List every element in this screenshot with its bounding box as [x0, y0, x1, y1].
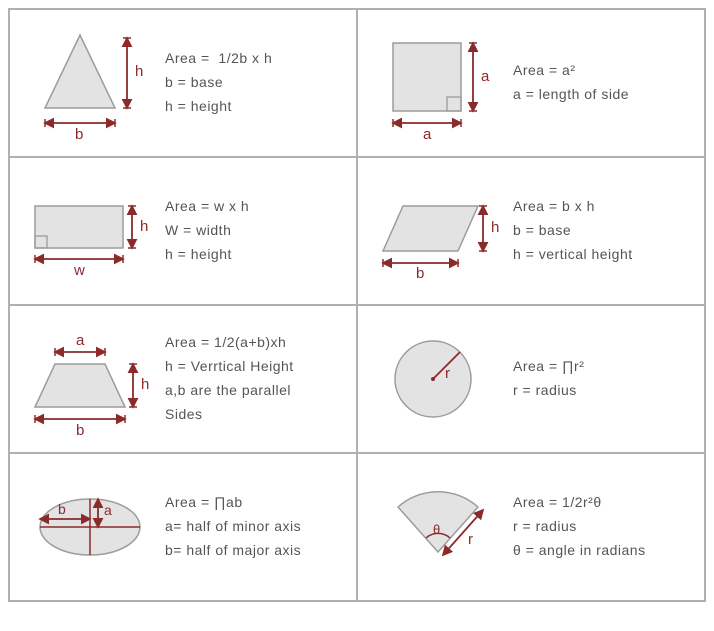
svg-text:θ: θ — [433, 522, 440, 537]
parallelogram-icon: h b — [368, 181, 513, 281]
figure-rectangle: h w — [20, 181, 165, 281]
svg-text:b: b — [76, 422, 84, 439]
line: r = radius — [513, 379, 694, 403]
svg-text:a: a — [423, 126, 432, 143]
line: Area = 1/2(a+b)xh — [165, 331, 346, 355]
figure-ellipse: a b — [20, 477, 165, 577]
text-square: Area = a² a = length of side — [513, 59, 694, 107]
cell-sector: θ r Area = 1/2r²θ r = radius θ = angle i… — [357, 453, 705, 601]
rectangle-icon: h w — [20, 181, 165, 281]
text-rectangle: Area = w x h W = width h = height — [165, 195, 346, 266]
cell-parallelogram: h b Area = b x h b = base h = vertical h… — [357, 157, 705, 305]
line: θ = angle in radians — [513, 539, 694, 563]
cell-ellipse: a b Area = ∏ab a= half of minor axis b= … — [9, 453, 357, 601]
trapezoid-icon: a h b — [20, 319, 165, 439]
svg-text:w: w — [73, 262, 85, 279]
text-trapezoid: Area = 1/2(a+b)xh h = Verrtical Height a… — [165, 331, 346, 426]
line: Area = ∏r² — [513, 355, 694, 379]
ellipse-icon: a b — [20, 477, 165, 577]
line: Area = 1/2b x h — [165, 47, 346, 71]
line: a= half of minor axis — [165, 515, 346, 539]
line: h = Verrtical Height — [165, 355, 346, 379]
line: h = height — [165, 95, 346, 119]
cell-trapezoid: a h b Area = 1/2(a+b)xh h = Verrtical He… — [9, 305, 357, 453]
line: Sides — [165, 403, 346, 427]
formula-grid: h b Area = 1/2b x h b = base h = height — [8, 8, 706, 602]
text-triangle: Area = 1/2b x h b = base h = height — [165, 47, 346, 118]
svg-text:h: h — [141, 376, 149, 393]
svg-text:b: b — [75, 126, 83, 143]
line: a = length of side — [513, 83, 694, 107]
line: b = base — [165, 71, 346, 95]
square-icon: a a — [373, 23, 508, 143]
figure-triangle: h b — [20, 23, 165, 143]
line: W = width — [165, 219, 346, 243]
line: r = radius — [513, 515, 694, 539]
line: h = height — [165, 243, 346, 267]
cell-rectangle: h w Area = w x h W = width h = height — [9, 157, 357, 305]
triangle-icon: h b — [25, 23, 160, 143]
figure-square: a a — [368, 23, 513, 143]
sector-icon: θ r — [368, 472, 513, 582]
svg-text:b: b — [416, 265, 424, 281]
figure-trapezoid: a h b — [20, 319, 165, 439]
cell-square: a a Area = a² a = length of side — [357, 9, 705, 157]
svg-text:r: r — [445, 365, 450, 382]
svg-text:h: h — [491, 219, 499, 236]
svg-text:b: b — [58, 501, 66, 517]
cell-triangle: h b Area = 1/2b x h b = base h = height — [9, 9, 357, 157]
circle-icon: r — [373, 324, 508, 434]
line: Area = 1/2r²θ — [513, 491, 694, 515]
line: h = vertical height — [513, 243, 694, 267]
line: a,b are the parallel — [165, 379, 346, 403]
cell-circle: r Area = ∏r² r = radius — [357, 305, 705, 453]
svg-text:h: h — [140, 218, 148, 235]
line: b= half of major axis — [165, 539, 346, 563]
line: Area = w x h — [165, 195, 346, 219]
svg-text:r: r — [468, 531, 473, 548]
figure-circle: r — [368, 324, 513, 434]
line: b = base — [513, 219, 694, 243]
text-ellipse: Area = ∏ab a= half of minor axis b= half… — [165, 491, 346, 562]
figure-sector: θ r — [368, 472, 513, 582]
svg-text:a: a — [76, 332, 85, 349]
svg-text:a: a — [481, 68, 490, 85]
svg-text:a: a — [104, 502, 112, 518]
text-parallelogram: Area = b x h b = base h = vertical heigh… — [513, 195, 694, 266]
figure-parallelogram: h b — [368, 181, 513, 281]
line: Area = a² — [513, 59, 694, 83]
line: Area = b x h — [513, 195, 694, 219]
text-sector: Area = 1/2r²θ r = radius θ = angle in ra… — [513, 491, 694, 562]
svg-text:h: h — [135, 63, 143, 80]
line: Area = ∏ab — [165, 491, 346, 515]
text-circle: Area = ∏r² r = radius — [513, 355, 694, 403]
